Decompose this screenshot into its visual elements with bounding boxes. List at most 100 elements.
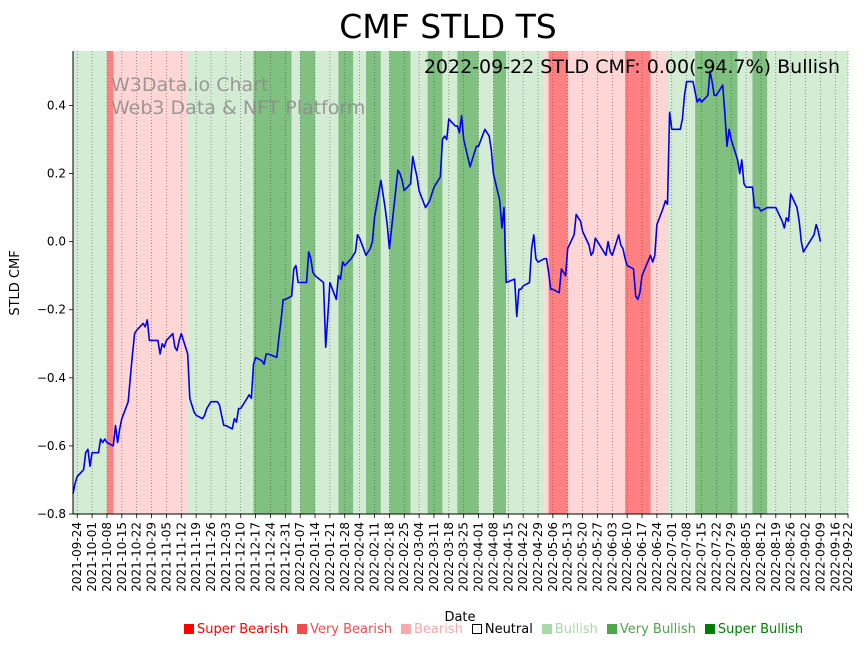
band-bearish — [650, 51, 668, 514]
sentiment-bands — [73, 51, 848, 514]
x-tick-label: 2022-09-22 — [841, 522, 855, 592]
band-bullish — [380, 51, 390, 514]
y-tick-label: −0.2 — [37, 303, 66, 317]
band-bullish — [315, 51, 339, 514]
band-bearish — [113, 51, 188, 514]
x-tick-label: 2022-03-11 — [427, 522, 441, 592]
x-tick-label: 2022-06-10 — [620, 522, 634, 592]
axes — [72, 51, 848, 515]
x-tick-label: 2022-03-25 — [457, 522, 471, 592]
band-bullish — [73, 51, 107, 514]
x-tick-label: 2022-04-08 — [486, 522, 500, 592]
legend-swatch — [184, 624, 194, 634]
x-tick-label: 2022-05-06 — [546, 522, 560, 592]
band-bullish — [187, 51, 254, 514]
band-bearish — [544, 51, 549, 514]
x-tick-label: 2022-08-19 — [769, 522, 783, 592]
legend-item: Neutral — [471, 621, 533, 637]
x-tick-label: 2022-06-03 — [605, 522, 619, 592]
x-tick-label: 2022-08-26 — [784, 522, 798, 592]
chart-title: CMF STLD TS — [339, 7, 556, 46]
x-tick-label: 2022-07-29 — [724, 522, 738, 592]
legend-item: Bullish — [541, 621, 598, 637]
x-tick-label: 2022-09-09 — [813, 522, 827, 592]
x-tick-label: 2022-01-07 — [293, 522, 307, 592]
band-very-bullish — [389, 51, 411, 514]
legend-swatch — [297, 624, 308, 634]
x-tick-label: 2022-01-21 — [323, 522, 337, 592]
band-bearish — [567, 51, 626, 514]
watermark-line-1: W3Data.io Chart — [111, 74, 268, 96]
legend-label: Super Bullish — [717, 621, 804, 637]
legend-label: Super Bearish — [197, 621, 289, 637]
y-tick-label: 0.0 — [47, 235, 66, 249]
x-axis-label: Date — [444, 610, 475, 625]
legend-item: Very Bullish — [606, 622, 696, 637]
status-readout: 2022-09-22 STLD CMF: 0.00(-94.7%) Bullis… — [424, 56, 840, 78]
x-tick-label: 2021-11-26 — [204, 522, 218, 592]
legend-swatch — [400, 624, 411, 634]
x-tick-label: 2021-10-01 — [85, 522, 99, 592]
vertical-gridlines — [76, 51, 849, 514]
x-tick-label: 2022-07-08 — [680, 522, 694, 592]
x-tick-label: 2022-02-18 — [382, 522, 396, 592]
x-tick-label: 2022-01-14 — [308, 522, 322, 592]
x-tick-label: 2022-08-05 — [739, 522, 753, 592]
x-tick-label: 2021-12-10 — [234, 522, 248, 592]
x-tick-label: 2022-01-28 — [338, 522, 352, 592]
band-bullish — [478, 51, 494, 514]
x-tick-label: 2022-02-04 — [353, 522, 367, 592]
band-bullish — [767, 51, 848, 514]
legend-swatch — [606, 624, 617, 634]
legend-item: Very Bearish — [297, 622, 392, 637]
band-bullish — [291, 51, 301, 514]
series-layer — [72, 70, 822, 494]
legend: Super Bearish Very Bearish Bearish Neutral B… — [184, 620, 812, 638]
x-tick-label: 2022-05-20 — [576, 522, 590, 592]
band-very-bearish — [625, 51, 651, 514]
y-tick-label: −0.6 — [37, 439, 66, 453]
legend-label: Bullish — [554, 621, 598, 637]
x-tick-label: 2021-10-08 — [100, 522, 114, 592]
x-tick-label: 2022-07-15 — [694, 522, 708, 592]
x-tick-label: 2022-04-15 — [501, 522, 515, 592]
legend-item: Super Bearish — [184, 622, 288, 637]
legend-swatch — [541, 624, 552, 634]
band-very-bullish — [338, 51, 354, 514]
band-very-bullish — [427, 51, 443, 514]
x-tick-label: 2022-02-11 — [368, 522, 382, 592]
x-tick-label: 2022-04-22 — [516, 522, 530, 592]
band-bullish — [442, 51, 458, 514]
x-tick-label: 2022-04-29 — [531, 522, 545, 592]
y-tick-label: −0.8 — [37, 507, 66, 521]
x-tick-label: 2022-05-27 — [590, 522, 604, 592]
legend-swatch — [471, 624, 482, 634]
x-tick-label: 2022-09-16 — [828, 522, 842, 592]
band-very-bullish — [457, 51, 479, 514]
x-tick-label: 2021-12-17 — [249, 522, 263, 592]
x-tick-label: 2021-10-15 — [115, 522, 129, 592]
legend-label: Neutral — [484, 621, 533, 637]
band-bullish — [737, 51, 753, 514]
x-ticks: 2021-09-24 2021-10-01 2021-10-08 2021-10-15… — [70, 514, 855, 592]
x-tick-label: 2022-03-04 — [412, 522, 426, 592]
y-tick-label: 0.2 — [47, 167, 66, 181]
x-tick-label: 2022-02-25 — [397, 522, 411, 592]
x-tick-label: 2021-12-31 — [278, 522, 292, 592]
series-line — [72, 70, 822, 494]
band-very-bearish — [106, 51, 114, 514]
y-tick-label: 0.4 — [47, 98, 66, 112]
legend-item: Super Bullish — [704, 621, 804, 637]
x-tick-label: 2021-10-22 — [130, 522, 144, 592]
legend-label: Very Bearish — [310, 621, 392, 637]
x-tick-label: 2021-11-19 — [189, 522, 203, 592]
watermark-line-2: Web3 Data & NFT Platform — [111, 97, 365, 119]
x-tick-label: 2022-07-22 — [709, 522, 723, 592]
x-tick-label: 2021-09-24 — [70, 522, 84, 592]
x-tick-label: 2022-09-02 — [799, 522, 813, 592]
x-tick-label: 2022-06-24 — [650, 522, 664, 592]
band-very-bearish — [548, 51, 568, 514]
x-tick-label: 2021-10-29 — [145, 522, 159, 592]
x-tick-label: 2021-11-05 — [159, 522, 173, 592]
